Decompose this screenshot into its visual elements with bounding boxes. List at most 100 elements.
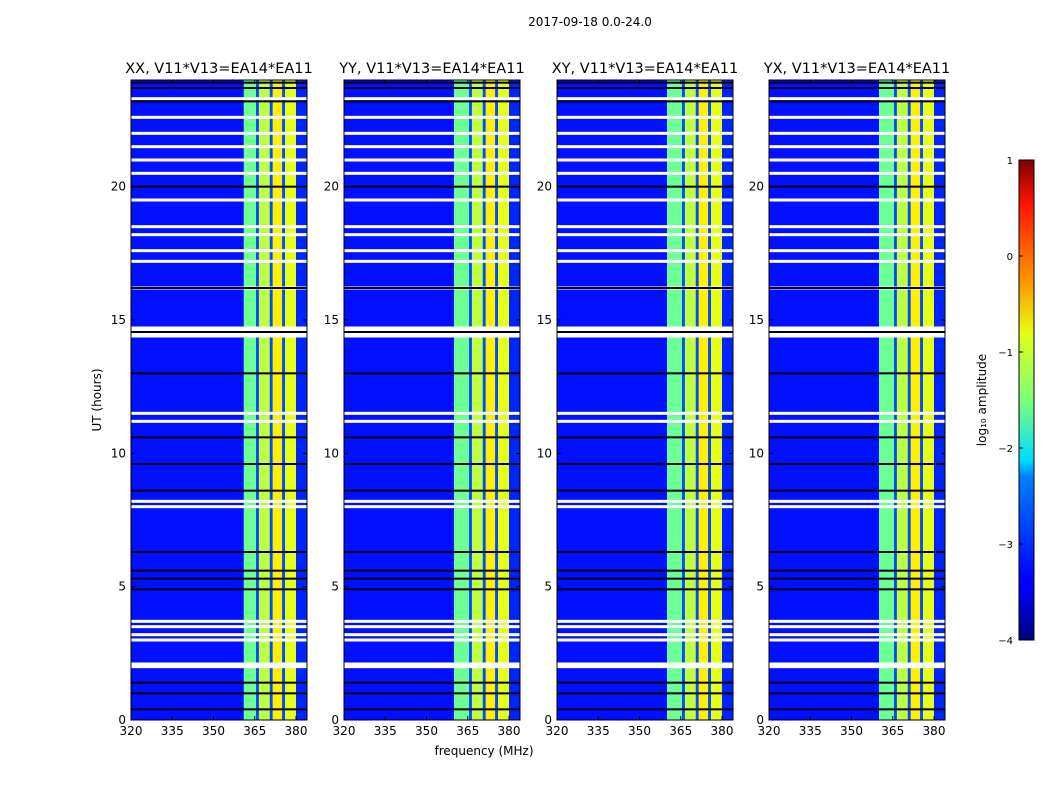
band-column — [923, 80, 934, 720]
flagged-row — [344, 233, 520, 237]
x-tick-label: 320 — [546, 724, 569, 738]
band-column — [482, 80, 486, 720]
flagged-row — [557, 499, 733, 503]
x-tick-label: 350 — [840, 724, 863, 738]
flagged-row — [769, 225, 945, 229]
flagged-row — [557, 665, 733, 669]
panel-4: YX, V11*V13=EA14*EA11 320 335 350 365 380 0 5 10… — [749, 61, 951, 738]
flagged-row — [131, 411, 307, 415]
flagged-row — [557, 334, 733, 338]
dark-row — [131, 588, 307, 591]
flagged-row — [769, 115, 945, 119]
colorbar-tick-label: −1 — [998, 348, 1013, 359]
colorbar-tick-label: −2 — [998, 444, 1013, 455]
colorbar-ticks: 1 0 −1 −2 −3 −4 — [998, 156, 1023, 647]
x-tick-label: 365 — [669, 724, 692, 738]
flagged-row — [344, 131, 520, 135]
flagged-row — [344, 633, 520, 637]
band-column — [296, 80, 307, 720]
dark-row — [344, 489, 520, 492]
dark-row — [769, 681, 945, 684]
suptitle: 2017-09-18 0.0-24.0 — [528, 15, 652, 29]
flagged-row — [131, 198, 307, 202]
band-column — [258, 80, 270, 720]
dark-row — [344, 708, 520, 711]
axes-frame — [768, 79, 946, 721]
flagged-row — [769, 619, 945, 623]
y-tick-label: 10 — [537, 446, 552, 460]
colorbar-tick-label: −3 — [998, 540, 1013, 551]
dark-row — [131, 287, 307, 289]
flagged-row — [769, 411, 945, 415]
dark-row — [557, 577, 733, 580]
flagged-row — [557, 131, 733, 135]
flagged-row — [344, 97, 520, 101]
x-tick-label: 380 — [711, 724, 734, 738]
dark-row — [557, 463, 733, 465]
y-tick-label: 15 — [749, 313, 764, 327]
band-column — [285, 80, 296, 720]
flagged-row — [131, 97, 307, 101]
flagged-row — [769, 625, 945, 629]
dark-row — [557, 681, 733, 684]
colorbar-gradient — [1018, 159, 1035, 641]
flagged-row — [344, 331, 520, 335]
band-column — [907, 80, 911, 720]
dark-row — [557, 185, 733, 188]
axes-frame — [556, 79, 734, 721]
y-tick-label: 10 — [324, 446, 339, 460]
flagged-row — [131, 665, 307, 669]
flagged-row — [344, 662, 520, 666]
dark-row — [131, 569, 307, 572]
y-tick-label: 5 — [756, 580, 764, 594]
flagged-row — [769, 97, 945, 101]
flagged-row — [769, 249, 945, 253]
flagged-row — [131, 334, 307, 338]
flagged-row — [344, 198, 520, 202]
flagged-row — [557, 619, 733, 623]
flagged-row — [131, 249, 307, 253]
flagged-row — [769, 331, 945, 335]
x-tick-label: 350 — [628, 724, 651, 738]
flagged-row — [131, 259, 307, 263]
dark-row — [131, 577, 307, 580]
x-tick-label: 365 — [243, 724, 266, 738]
flagged-row — [769, 259, 945, 263]
band-column — [269, 80, 273, 720]
flagged-row — [131, 233, 307, 237]
dark-row — [557, 708, 733, 711]
flagged-row — [557, 326, 733, 330]
flagged-row — [557, 171, 733, 175]
y-tick-label: 15 — [111, 313, 126, 327]
flagged-row — [344, 619, 520, 623]
flagged-row — [557, 225, 733, 229]
band-column — [469, 80, 472, 720]
dark-row — [769, 577, 945, 580]
flagged-row — [344, 334, 520, 338]
dark-row — [769, 708, 945, 711]
dark-row — [557, 489, 733, 492]
band-column — [454, 80, 470, 720]
dark-row — [344, 436, 520, 439]
band-column — [682, 80, 685, 720]
x-tick-label: 365 — [881, 724, 904, 738]
dark-row — [769, 436, 945, 439]
flagged-row — [557, 662, 733, 666]
dark-row — [769, 551, 945, 553]
y-tick-label: 20 — [111, 180, 126, 194]
flagged-row — [557, 259, 733, 263]
x-tick-label: 350 — [415, 724, 438, 738]
dark-row — [769, 569, 945, 572]
x-axis-label: frequency (MHz) — [434, 744, 533, 758]
panel-3: XY, V11*V13=EA14*EA11 320 335 350 365 380 0 5 10… — [537, 61, 739, 738]
x-tick-label: 335 — [799, 724, 822, 738]
dark-row — [344, 100, 520, 103]
flagged-row — [344, 259, 520, 263]
dark-row — [131, 81, 307, 84]
flagged-row — [344, 499, 520, 503]
flagged-row — [131, 326, 307, 330]
dark-row — [344, 681, 520, 684]
dark-row — [344, 287, 520, 289]
y-tick-label: 0 — [756, 713, 764, 727]
flagged-row — [131, 625, 307, 629]
